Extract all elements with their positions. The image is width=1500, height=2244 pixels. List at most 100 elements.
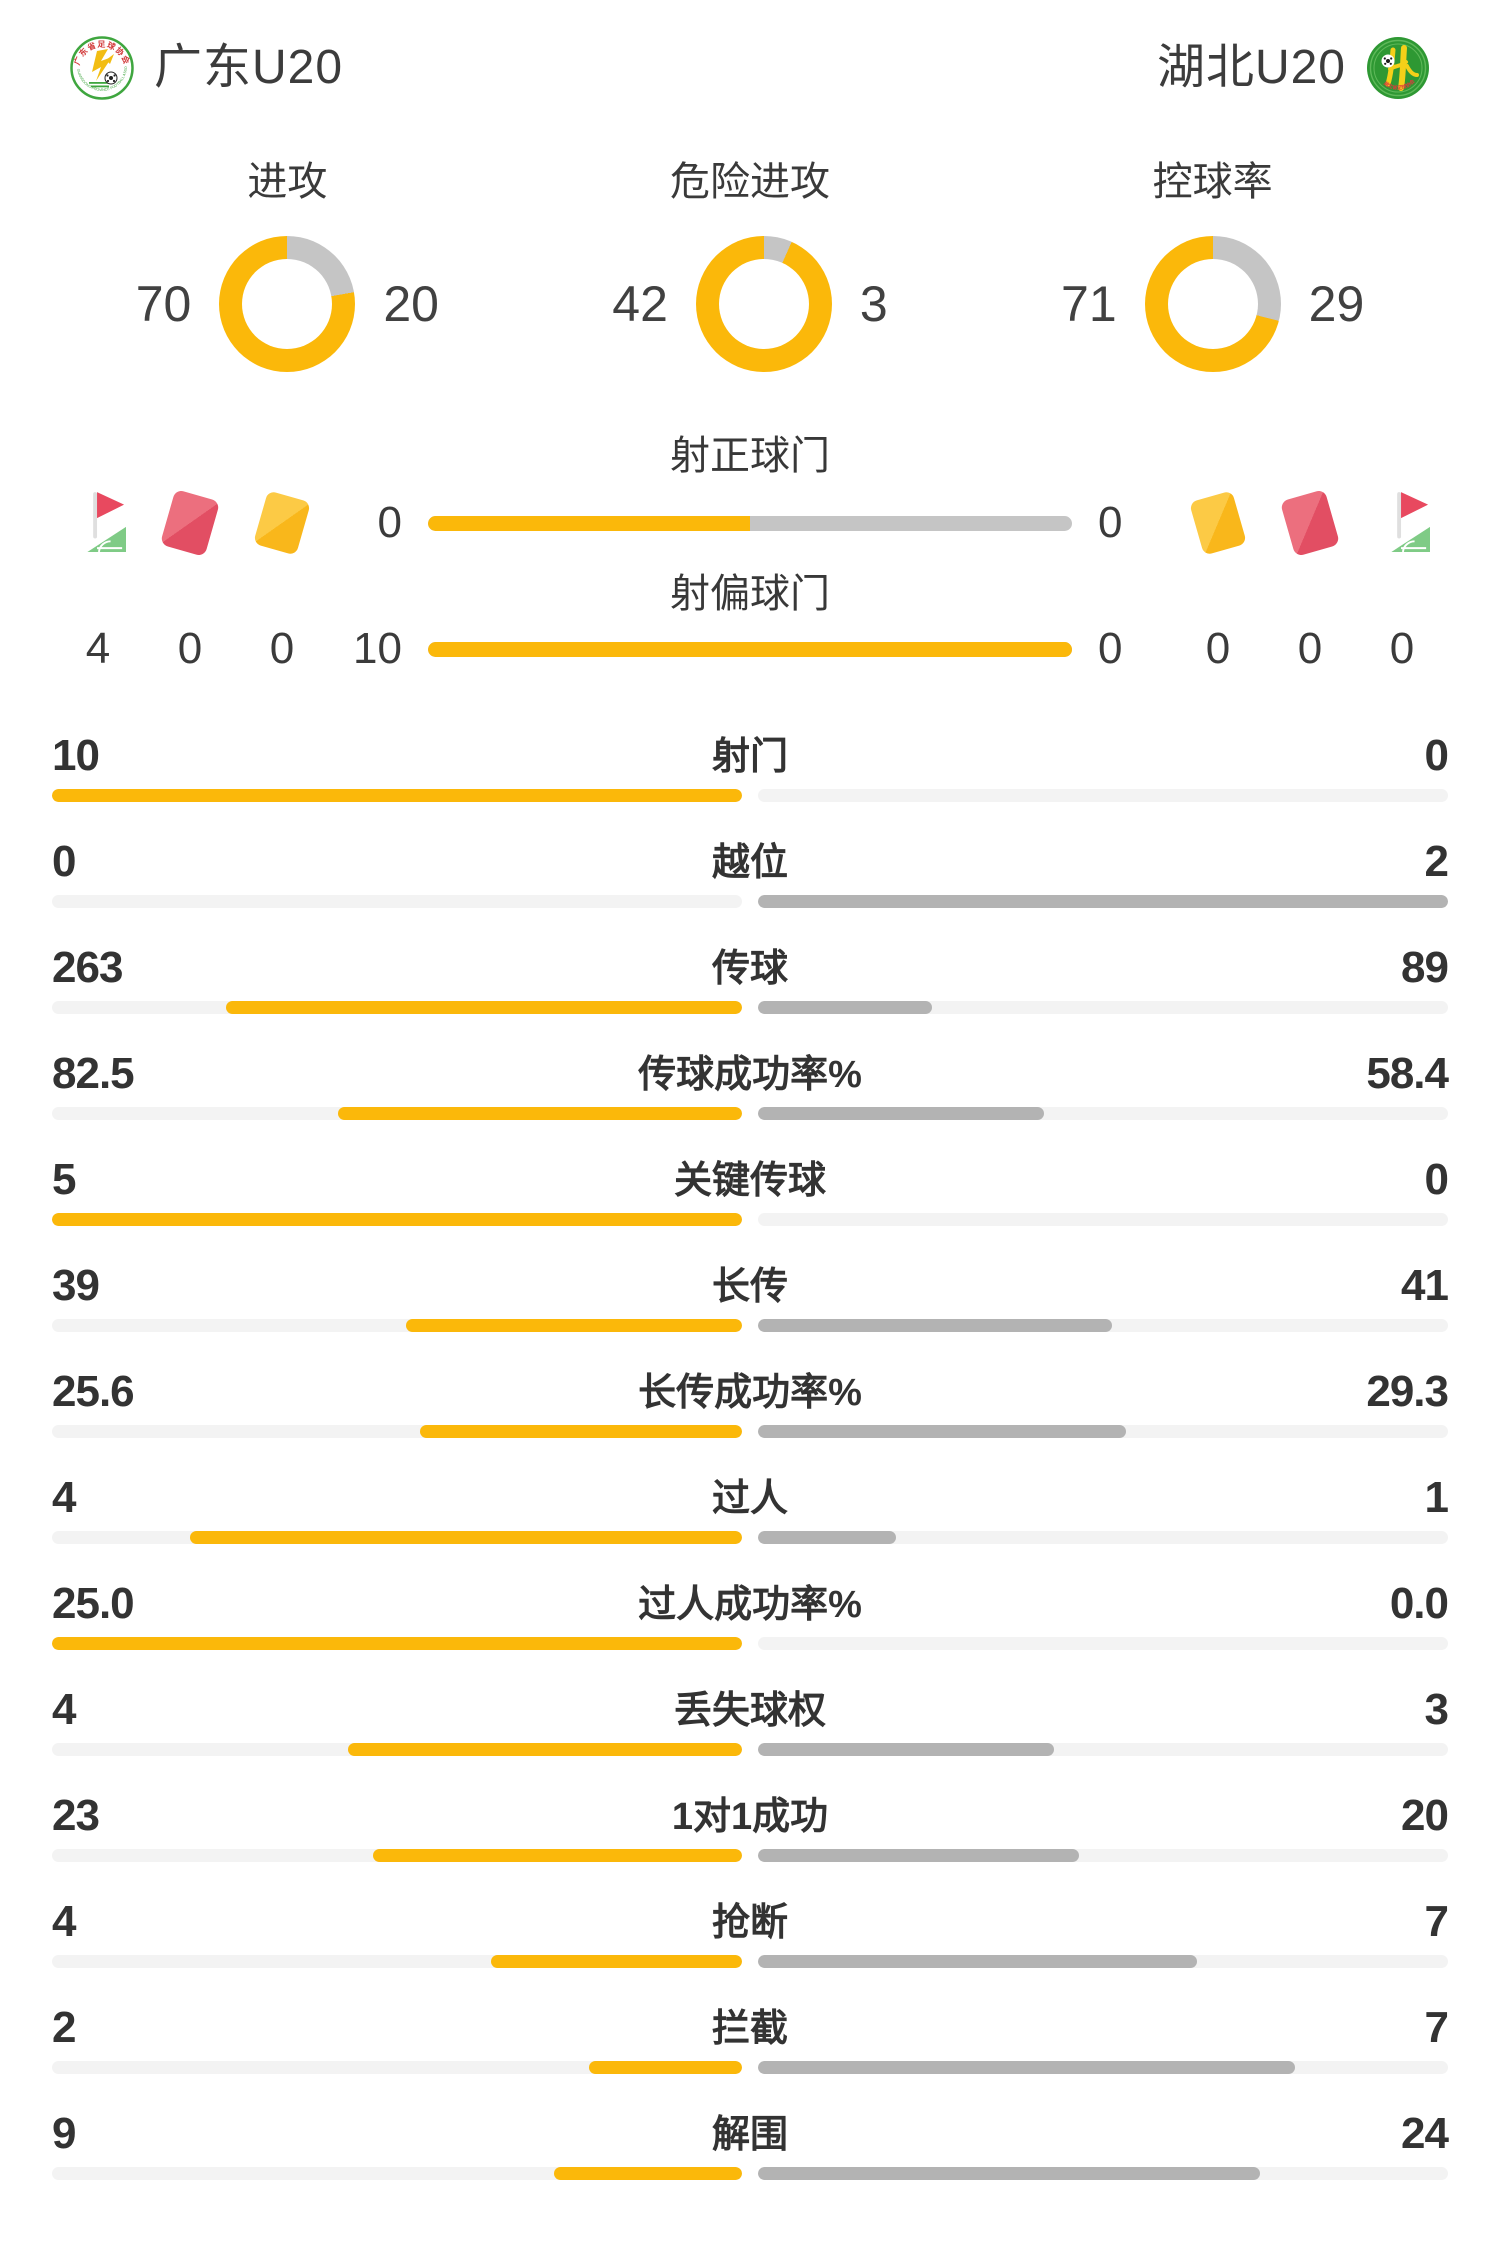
- stat-home-value: 2: [52, 2003, 77, 2052]
- stat-bar-home-track: [52, 1107, 742, 1120]
- stat-away-value: 3: [1424, 1685, 1450, 1734]
- shots-on-target-home: 0: [377, 498, 402, 547]
- stat-home-value: 25.6: [52, 1367, 135, 1416]
- stat-label: 射门: [711, 736, 788, 778]
- stat-row: 5 关键传球 0: [52, 1154, 1450, 1226]
- stat-bar-home-fill: [491, 1955, 742, 1968]
- stat-away-value: 2: [1424, 837, 1450, 886]
- stat-bar-away-fill: [758, 1319, 1112, 1332]
- donut-home-value: 71: [1061, 276, 1117, 332]
- home-team: 广东省足球协会 GUANGDONG PROVINCE FOOTBALL ASSO…: [70, 36, 343, 100]
- stat-bar-home-track: [52, 1001, 742, 1014]
- stat-bar-home-fill: [52, 1213, 742, 1226]
- stat-row: 0 越位 2: [52, 836, 1450, 908]
- stat-row: 263 传球 89: [52, 942, 1449, 1014]
- stat-label: 解围: [711, 2114, 788, 2156]
- stat-bar: [52, 1001, 1448, 1014]
- stat-home-value: 4: [52, 1473, 77, 1522]
- stat-bar-away-fill: [758, 1531, 896, 1544]
- stat-bar-away-track: [758, 1107, 1448, 1120]
- stat-bar: [52, 1743, 1448, 1756]
- stat-home-value: 5: [52, 1155, 77, 1204]
- stat-away-value: 20: [1401, 1791, 1449, 1840]
- stat-home-value: 0: [52, 837, 77, 886]
- stat-bar-away-fill: [758, 1955, 1198, 1968]
- stat-bar: [52, 2167, 1448, 2180]
- match-header: 广东省足球协会 GUANGDONG PROVINCE FOOTBALL ASSO…: [0, 0, 1500, 100]
- donut-title: 进攻: [247, 160, 328, 204]
- away-team-name: 湖北U20: [1156, 41, 1346, 94]
- donut-home-value: 42: [612, 276, 668, 332]
- shots-off-target-home: 10: [353, 624, 402, 673]
- donut-dangerous-attack: 危险进攻 42 3: [519, 162, 982, 372]
- away-red-cards-count: 0: [1297, 624, 1323, 673]
- home-corners-count: 4: [85, 624, 111, 673]
- stat-row: 4 丢失球权 3: [52, 1684, 1450, 1756]
- stat-bar-away-track: [758, 789, 1448, 802]
- stat-away-value: 0: [1424, 1155, 1450, 1204]
- stat-bar: [52, 1531, 1448, 1544]
- stat-bar: [52, 789, 1448, 802]
- cards-icons-row: 0 0: [0, 480, 1500, 566]
- stat-away-value: 58.4: [1366, 1049, 1449, 1098]
- stat-bar-away-track: [758, 1001, 1448, 1014]
- stat-home-value: 10: [52, 731, 100, 780]
- stat-bar-away-fill: [758, 895, 1448, 908]
- stat-bar-home-fill: [52, 1637, 742, 1650]
- donut-chart: [219, 236, 356, 372]
- stat-label: 传球成功率%: [638, 1054, 862, 1096]
- stat-bar-away-track: [758, 1213, 1448, 1226]
- donut-away-value: 20: [383, 276, 439, 332]
- home-red-card-icon: [137, 481, 243, 566]
- stat-row: 25.6 长传成功率% 29.3: [52, 1366, 1449, 1438]
- home-team-name: 广东U20: [154, 41, 344, 94]
- stat-bar-away-fill: [758, 2061, 1295, 2074]
- donut-away-value: 3: [859, 276, 888, 332]
- stat-bar-away-fill: [758, 1001, 933, 1014]
- donut-section: 进攻 70 20 危险进攻 42 3 控球率 71 29: [0, 162, 1500, 372]
- donut-away-value: 29: [1308, 276, 1365, 332]
- stat-label: 拦截: [711, 2008, 788, 2050]
- stat-bar-away-track: [758, 1425, 1448, 1438]
- stat-row: 4 抢断 7: [52, 1896, 1449, 1968]
- home-team-logo: 广东省足球协会 GUANGDONG PROVINCE FOOTBALL ASSO…: [70, 36, 134, 100]
- stat-away-value: 89: [1401, 943, 1449, 992]
- stat-home-value: 82.5: [52, 1049, 135, 1098]
- stat-bar: [52, 1213, 1448, 1226]
- away-red-card-icon: [1257, 481, 1363, 566]
- shots-off-target-label: 射偏球门: [670, 572, 830, 616]
- stat-bar: [52, 2061, 1448, 2074]
- cards-numbers-row: 4 0 0 10 0 0 0 0: [0, 618, 1500, 680]
- stat-bar-away-track: [758, 1637, 1448, 1650]
- shots-on-target-bar: [428, 515, 1072, 531]
- stat-away-value: 24: [1401, 2109, 1449, 2158]
- stat-label: 越位: [711, 842, 788, 884]
- stat-home-value: 263: [52, 943, 123, 992]
- stat-bar-home-track: [52, 2061, 742, 2074]
- stat-bar: [52, 1107, 1448, 1120]
- stat-bar: [52, 1849, 1448, 1862]
- donut-possession: 控球率 71 29: [981, 162, 1444, 372]
- stat-row: 25.0 过人成功率% 0.0: [52, 1578, 1449, 1650]
- shots-off-target-away: 0: [1098, 624, 1123, 673]
- donut-hole: [1167, 259, 1258, 349]
- stat-bar-home-track: [52, 1955, 742, 1968]
- stat-row: 2 拦截 7: [52, 2002, 1450, 2074]
- stat-away-value: 7: [1424, 2003, 1450, 2052]
- stat-away-value: 41: [1401, 1261, 1449, 1310]
- home-red-cards-count: 0: [177, 624, 203, 673]
- away-corners-count: 0: [1389, 624, 1415, 673]
- stat-label: 过人成功率%: [638, 1584, 862, 1626]
- stat-bar-home-track: [52, 1425, 742, 1438]
- stat-bar-home-fill: [52, 789, 742, 802]
- stat-home-value: 23: [52, 1791, 100, 1840]
- stat-bar-home-track: [52, 1849, 742, 1862]
- home-yellow-cards-count: 0: [269, 624, 295, 673]
- stat-bar: [52, 895, 1448, 908]
- stat-bar-home-fill: [372, 1849, 742, 1862]
- stat-bar-home-fill: [553, 2167, 742, 2180]
- stat-away-value: 1: [1424, 1473, 1450, 1522]
- stat-home-value: 9: [52, 2109, 77, 2158]
- stats-section: 10 射门 0 0 越位 2 263 传球 89: [0, 730, 1500, 2180]
- stat-away-value: 0.0: [1389, 1579, 1449, 1628]
